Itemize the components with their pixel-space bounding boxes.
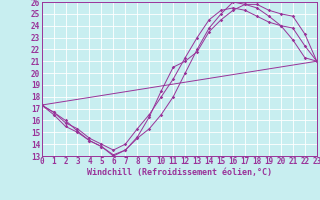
X-axis label: Windchill (Refroidissement éolien,°C): Windchill (Refroidissement éolien,°C) <box>87 168 272 177</box>
